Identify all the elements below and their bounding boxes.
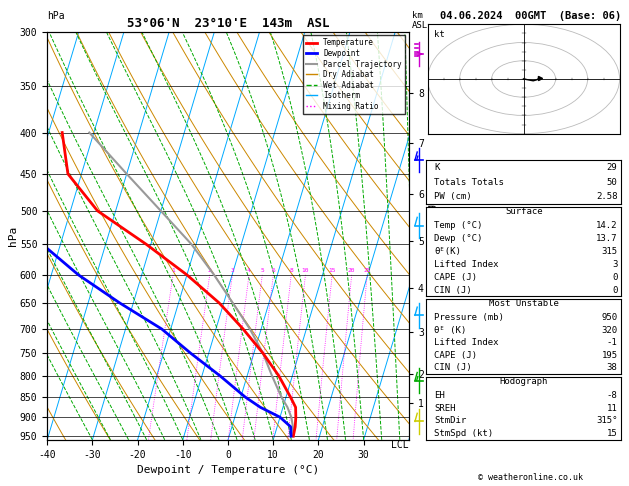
Text: 4: 4	[247, 268, 251, 273]
Text: Most Unstable: Most Unstable	[489, 299, 559, 309]
Text: Lifted Index: Lifted Index	[434, 338, 499, 347]
Text: 3: 3	[230, 268, 234, 273]
Text: kt: kt	[434, 30, 445, 39]
Text: Surface: Surface	[505, 207, 543, 216]
Text: 0: 0	[612, 273, 618, 282]
Text: 5: 5	[260, 268, 264, 273]
Text: 315°: 315°	[596, 417, 618, 425]
Text: CIN (J): CIN (J)	[434, 364, 472, 372]
Text: 8: 8	[289, 268, 293, 273]
Text: Lifted Index: Lifted Index	[434, 260, 499, 269]
Legend: Temperature, Dewpoint, Parcel Trajectory, Dry Adiabat, Wet Adiabat, Isotherm, Mi: Temperature, Dewpoint, Parcel Trajectory…	[303, 35, 405, 114]
Text: Dewp (°C): Dewp (°C)	[434, 234, 482, 243]
Text: 2: 2	[208, 268, 211, 273]
Text: θᴱ(K): θᴱ(K)	[434, 247, 461, 256]
Y-axis label: Mixing Ratio (g/kg): Mixing Ratio (g/kg)	[426, 180, 437, 292]
Text: 50: 50	[607, 178, 618, 187]
Y-axis label: hPa: hPa	[8, 226, 18, 246]
Text: 11: 11	[607, 404, 618, 413]
Text: 315: 315	[601, 247, 618, 256]
Text: 2.58: 2.58	[596, 192, 618, 201]
Text: Totals Totals: Totals Totals	[434, 178, 504, 187]
Text: θᴱ (K): θᴱ (K)	[434, 326, 467, 335]
Text: 6: 6	[272, 268, 276, 273]
Text: -8: -8	[607, 391, 618, 400]
X-axis label: Dewpoint / Temperature (°C): Dewpoint / Temperature (°C)	[137, 465, 319, 475]
Text: hPa: hPa	[47, 11, 65, 21]
Text: 3: 3	[612, 260, 618, 269]
Text: 15: 15	[607, 429, 618, 438]
Text: CAPE (J): CAPE (J)	[434, 273, 477, 282]
Text: km
ASL: km ASL	[412, 11, 428, 30]
Text: StmSpd (kt): StmSpd (kt)	[434, 429, 493, 438]
Text: Hodograph: Hodograph	[500, 377, 548, 386]
Text: -1: -1	[607, 338, 618, 347]
Text: 0: 0	[612, 286, 618, 295]
Text: 38: 38	[607, 364, 618, 372]
Text: LCL: LCL	[391, 440, 409, 450]
Text: Pressure (mb): Pressure (mb)	[434, 313, 504, 322]
Text: 15: 15	[328, 268, 336, 273]
Text: 53°06'N  23°10'E  143m  ASL: 53°06'N 23°10'E 143m ASL	[127, 17, 329, 30]
Text: 320: 320	[601, 326, 618, 335]
Text: 10: 10	[302, 268, 309, 273]
Text: K: K	[434, 163, 440, 172]
Text: Temp (°C): Temp (°C)	[434, 221, 482, 230]
Text: 04.06.2024  00GMT  (Base: 06): 04.06.2024 00GMT (Base: 06)	[440, 11, 621, 21]
Text: CIN (J): CIN (J)	[434, 286, 472, 295]
Text: 13.7: 13.7	[596, 234, 618, 243]
Text: 29: 29	[607, 163, 618, 172]
Text: 14.2: 14.2	[596, 221, 618, 230]
Text: StmDir: StmDir	[434, 417, 467, 425]
Text: PW (cm): PW (cm)	[434, 192, 472, 201]
Text: 195: 195	[601, 351, 618, 360]
Text: © weatheronline.co.uk: © weatheronline.co.uk	[478, 473, 582, 482]
Text: 950: 950	[601, 313, 618, 322]
Text: 1: 1	[171, 268, 175, 273]
Text: 25: 25	[364, 268, 371, 273]
Text: 20: 20	[348, 268, 355, 273]
Text: SREH: SREH	[434, 404, 456, 413]
Text: CAPE (J): CAPE (J)	[434, 351, 477, 360]
Text: EH: EH	[434, 391, 445, 400]
